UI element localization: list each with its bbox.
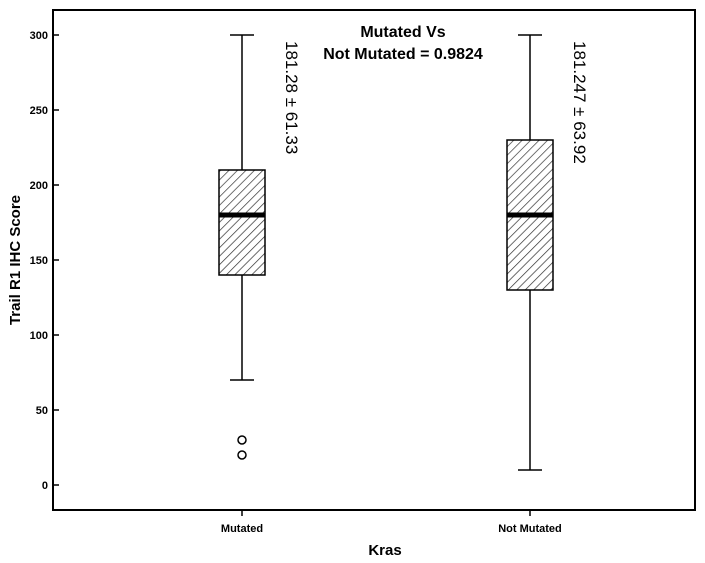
x-tick-label: Mutated — [221, 523, 263, 535]
annotation-line-2: Not Mutated = 0.9824 — [323, 46, 483, 63]
y-tick-label: 250 — [30, 105, 48, 117]
plot-frame — [52, 9, 696, 511]
stat-label: 181.247 ± 63.92 — [570, 41, 589, 164]
annotation-line-1: Mutated Vs — [360, 24, 445, 41]
y-tick-label: 50 — [36, 405, 48, 417]
outlier-point — [237, 435, 247, 445]
y-axis: 0 50 100 150 200 250 300 — [30, 30, 59, 492]
stat-label: 181.28 ± 61.33 — [282, 41, 301, 154]
x-tick-label: Not Mutated — [498, 523, 562, 535]
x-axis-title: Kras — [368, 542, 401, 559]
y-tick-label: 100 — [30, 330, 48, 342]
y-tick-label: 0 — [42, 480, 48, 492]
box-groups: 181.28 ± 61.33 181.247 ± 63.92 — [218, 34, 589, 471]
box-group: 181.28 ± 61.33 — [218, 34, 301, 460]
outlier-point — [237, 450, 247, 460]
box-group: 181.247 ± 63.92 — [506, 34, 589, 471]
y-tick-label: 150 — [30, 255, 48, 267]
y-axis-title: Trail R1 IHC Score — [7, 195, 24, 325]
x-axis: Mutated Not Mutated — [221, 510, 562, 535]
box-iqr — [218, 169, 266, 276]
y-tick-label: 300 — [30, 30, 48, 42]
y-tick-label: 200 — [30, 180, 48, 192]
